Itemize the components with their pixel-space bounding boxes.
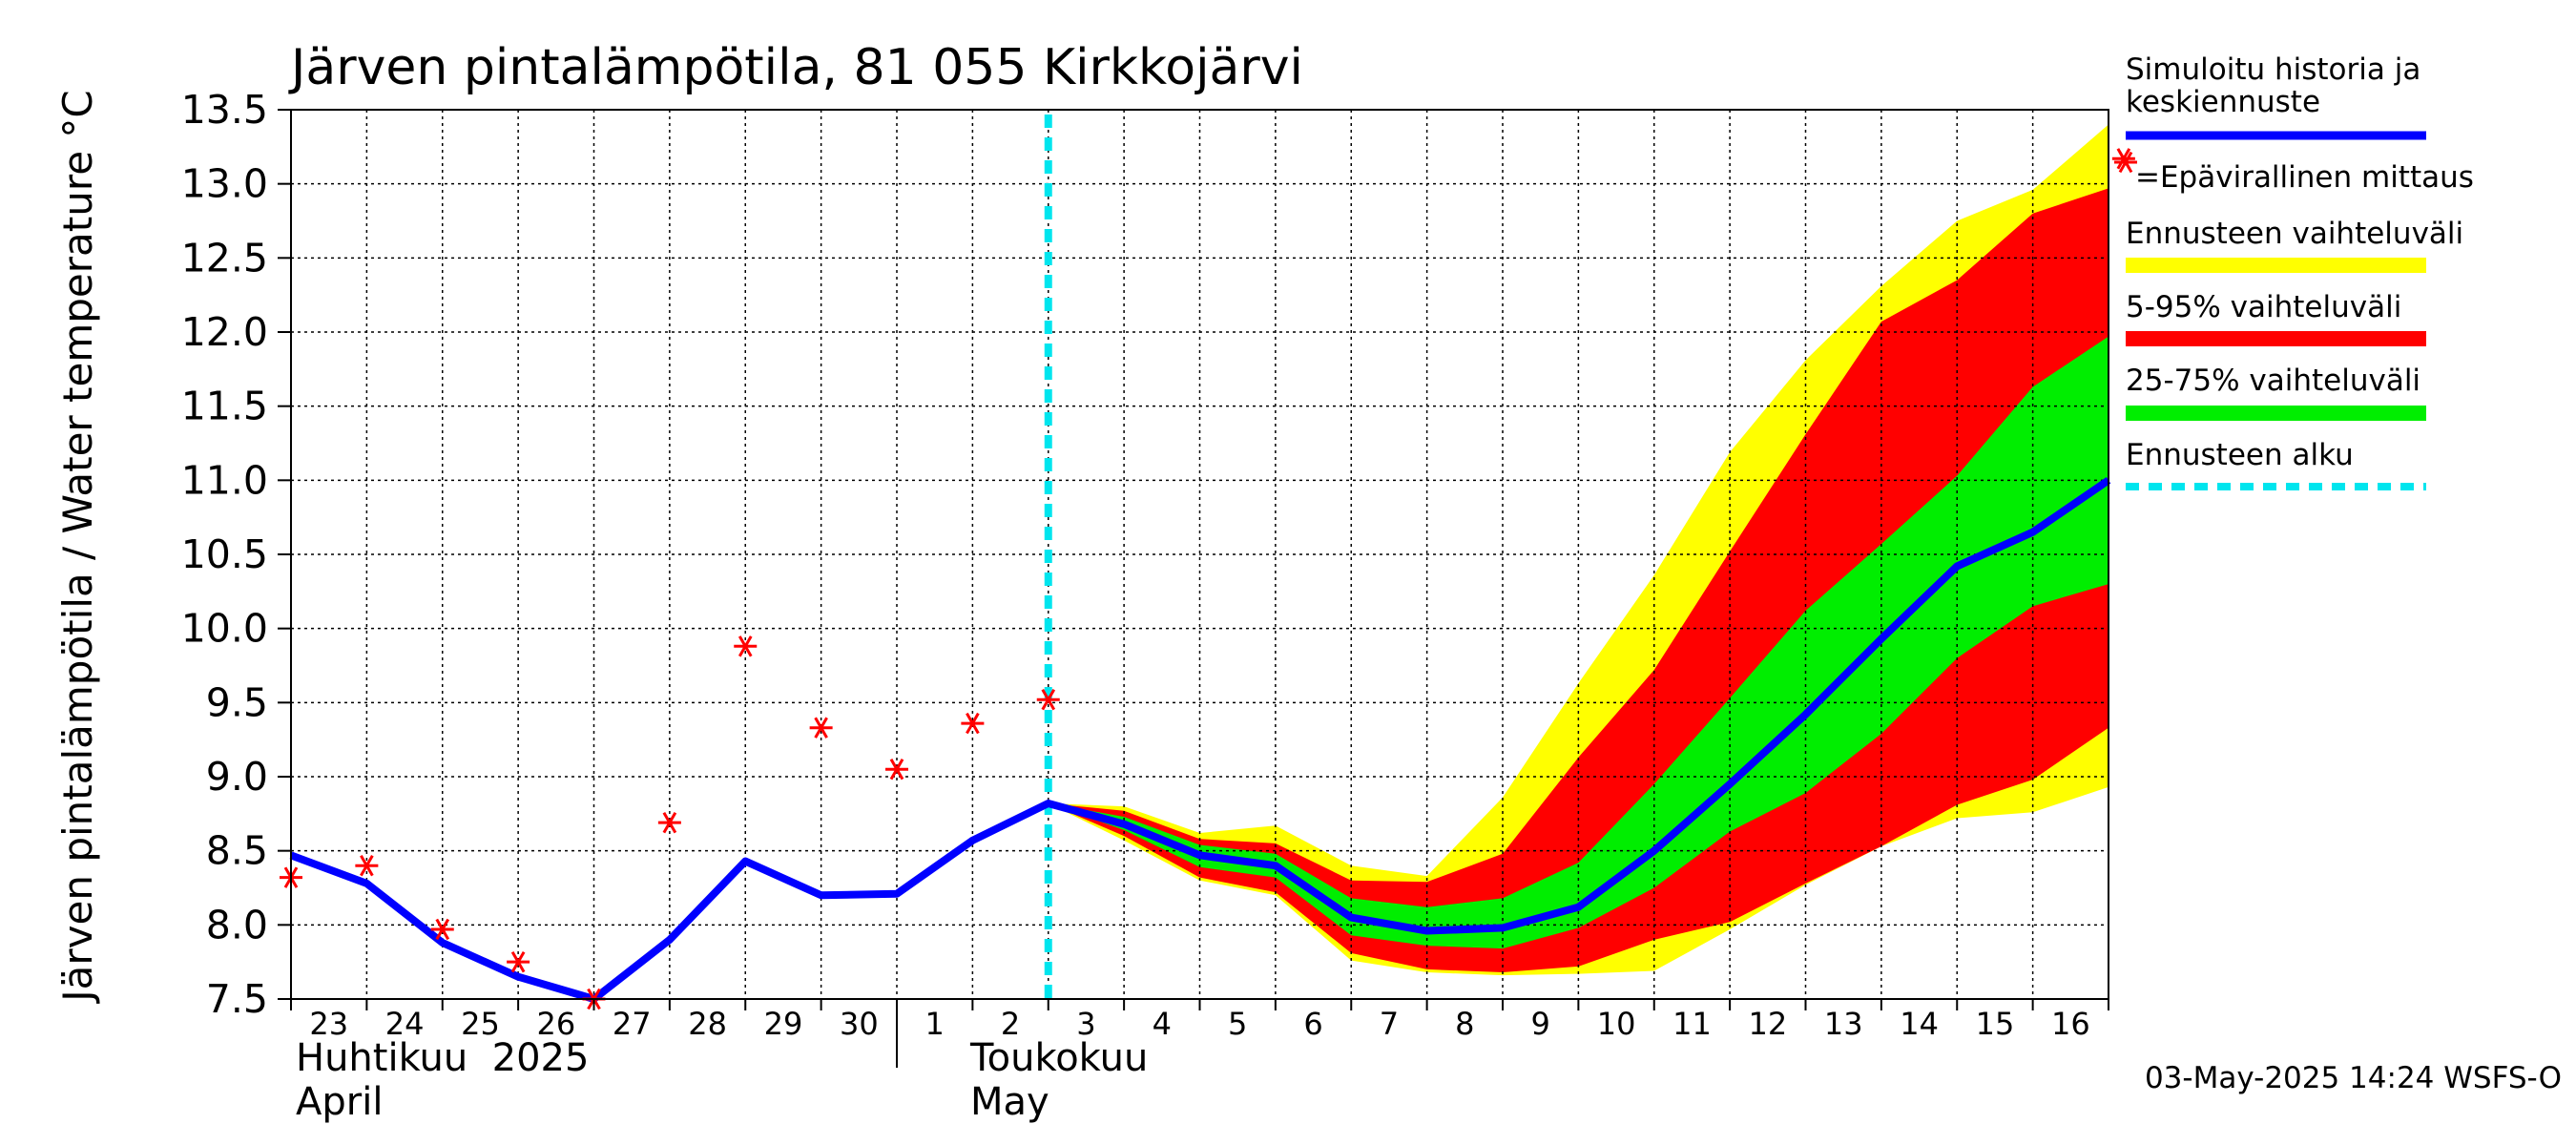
observation-stroke <box>737 635 753 657</box>
y-tick-label: 10.0 <box>181 606 268 652</box>
band-25-75 <box>1048 336 2109 949</box>
x-tick-label: 8 <box>1455 1006 1474 1042</box>
forecast-bands <box>1048 124 2109 976</box>
observation-marker <box>657 811 681 834</box>
y-tick-label: 10.5 <box>181 531 268 577</box>
y-tick-label: 13.0 <box>181 161 268 207</box>
x-tick-label: 14 <box>1900 1006 1939 1042</box>
legend-label: 25-75% vaihteluväli <box>2126 364 2420 398</box>
observation-stroke <box>360 855 374 877</box>
x-tick-label: 5 <box>1228 1006 1247 1042</box>
x-tick-label: 7 <box>1380 1006 1399 1042</box>
x-tick-label: 2 <box>1001 1006 1020 1042</box>
x-tick-label: 12 <box>1748 1006 1787 1042</box>
x-tick-label: 10 <box>1597 1006 1636 1042</box>
x-tick-label: 26 <box>536 1006 575 1042</box>
legend-swatch-block <box>2126 258 2426 273</box>
observation-marker <box>507 950 530 973</box>
legend-label: Ennusteen alku <box>2126 438 2354 472</box>
y-tick-label: 9.0 <box>206 754 268 800</box>
x-tick-label: 11 <box>1672 1006 1712 1042</box>
observation-marker <box>734 635 758 657</box>
y-tick-label: 7.5 <box>206 976 268 1022</box>
observation-marker <box>355 855 379 877</box>
legend-swatch-block <box>2126 406 2426 421</box>
y-axis-label: Järven pintalämpötila / Water temperatur… <box>54 90 101 1004</box>
y-tick-label: 12.5 <box>181 235 268 281</box>
axes <box>278 109 2109 1068</box>
legend-label: Simuloitu historia ja <box>2126 52 2420 87</box>
x-tick-label: 24 <box>385 1006 425 1042</box>
x-tick-label: 23 <box>309 1006 348 1042</box>
observation-stroke <box>966 712 980 735</box>
observation-stroke <box>1041 689 1056 711</box>
y-tick-label: 11.0 <box>181 457 268 503</box>
timestamp: 03-May-2025 14:24 WSFS-O <box>2145 1061 2562 1095</box>
y-tick-label: 9.5 <box>206 679 268 725</box>
x-tick-label: 9 <box>1531 1006 1550 1042</box>
observation-stroke <box>435 918 450 941</box>
y-tick-labels: 7.5 8.0 8.5 9.0 9.5 10.0 10.5 11.0 11.5 12.0 12.5 1… <box>181 87 268 1022</box>
observation-marker <box>885 759 908 781</box>
observation-marker <box>430 918 454 941</box>
y-tick-label: 8.5 <box>206 828 268 874</box>
x-tick-label: 28 <box>688 1006 727 1042</box>
x-tick-labels: 23 24 25 26 27 28 29 30 1 2 3 4 5 6 7 8 9 10 11 12 13 14 15 16 <box>309 1006 2089 1042</box>
observation-stroke <box>510 950 526 973</box>
x-tick-label: 25 <box>461 1006 500 1042</box>
observation-stroke <box>814 717 828 739</box>
legend-item: Ennusteen vaihteluväli <box>2126 217 2463 273</box>
legend-label: Ennusteen vaihteluväli <box>2126 217 2463 251</box>
month-label-en: May <box>970 1080 1049 1124</box>
y-tick-label: 11.5 <box>181 384 268 429</box>
observation-stroke <box>662 811 677 834</box>
legend-label: keskiennuste <box>2126 85 2320 119</box>
x-tick-label: 30 <box>840 1006 879 1042</box>
y-tick-label: 13.5 <box>181 87 268 133</box>
x-tick-label: 4 <box>1153 1006 1172 1042</box>
band-5-95 <box>1048 188 2109 973</box>
x-tick-label: 13 <box>1824 1006 1863 1042</box>
x-tick-label: 27 <box>613 1006 652 1042</box>
legend-item: Ennusteen alku <box>2126 438 2426 490</box>
observation-marker <box>809 717 833 739</box>
legend-item: 5-95% vaihteluväli <box>2126 290 2426 346</box>
x-tick-label: 16 <box>2051 1006 2090 1042</box>
month-label-en: April <box>296 1080 383 1124</box>
observation-marker <box>1036 689 1060 711</box>
legend-swatch-star <box>2118 151 2133 174</box>
observation-stroke <box>889 759 904 781</box>
x-tick-label: 29 <box>764 1006 803 1042</box>
legend-label: 5-95% vaihteluväli <box>2126 290 2401 324</box>
x-tick-label: 3 <box>1076 1006 1095 1042</box>
observation-marker <box>961 712 985 735</box>
legend-item: =Epävirallinen mittaus <box>2114 151 2474 195</box>
y-tick-label: 8.0 <box>206 902 268 947</box>
month-label-fi: Huhtikuu 2025 <box>296 1036 589 1080</box>
legend-item: 25-75% vaihteluväli <box>2126 364 2426 421</box>
legend-label: =Epävirallinen mittaus <box>2135 160 2474 195</box>
legend-swatch-block <box>2126 331 2426 346</box>
month-label-fi: Toukokuu <box>969 1036 1148 1080</box>
x-tick-label: 6 <box>1303 1006 1322 1042</box>
chart-title: Järven pintalämpötila, 81 055 Kirkkojärv… <box>288 39 1303 96</box>
x-tick-label: 1 <box>925 1006 945 1042</box>
x-tick-label: 15 <box>1976 1006 2015 1042</box>
y-tick-label: 12.0 <box>181 309 268 355</box>
